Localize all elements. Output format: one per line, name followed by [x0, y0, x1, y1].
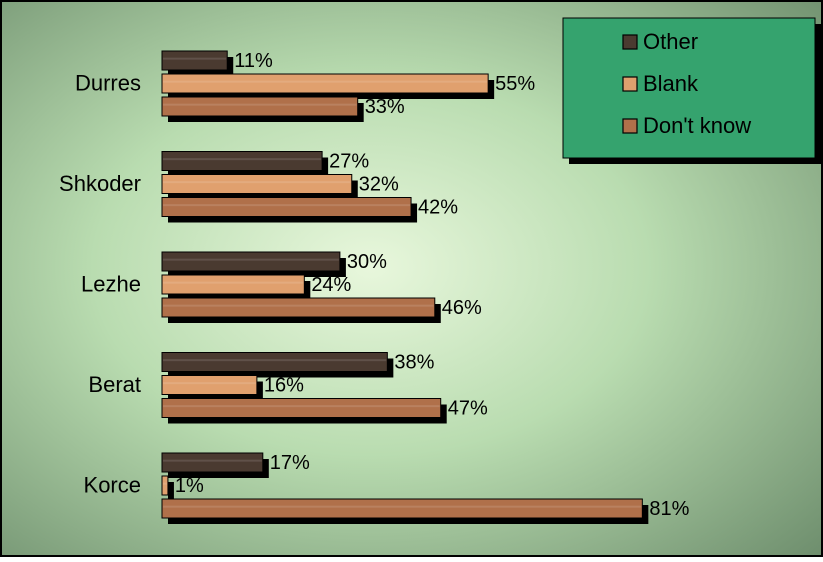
- bar-sheen-durres-other: [163, 57, 227, 60]
- category-label-korce: Korce: [84, 472, 141, 497]
- legend-swatch-don-t-know: [622, 118, 638, 134]
- bar-shkoder-don-t-know: [161, 197, 412, 217]
- data-label-durres-blank: 55%: [495, 73, 535, 95]
- bar-sheen-durres-don-t-know: [163, 103, 357, 106]
- bar-sheen-korce-blank: [163, 482, 167, 485]
- category-label-lezhe: Lezhe: [81, 271, 141, 296]
- bar-sheen-berat-don-t-know: [163, 405, 440, 408]
- data-label-shkoder-blank: 32%: [359, 173, 399, 195]
- legend-label-don-t-know: Don't know: [643, 113, 751, 138]
- bar-durres-blank: [161, 73, 489, 94]
- bar-shkoder-blank: [161, 174, 353, 194]
- bar-lezhe-other: [161, 251, 341, 272]
- data-label-berat-don-t-know: 47%: [448, 397, 488, 419]
- bar-lezhe-blank: [161, 274, 305, 295]
- bar-sheen-berat-other: [163, 359, 387, 362]
- bar-sheen-lezhe-blank: [163, 281, 304, 284]
- bar-berat-blank: [161, 375, 258, 395]
- data-label-durres-don-t-know: 33%: [365, 96, 405, 118]
- legend-box: [562, 17, 816, 159]
- bar-korce-don-t-know: [161, 498, 643, 519]
- data-label-korce-other: 17%: [270, 452, 310, 474]
- bars-layer: [161, 50, 649, 524]
- bar-korce-other: [161, 452, 264, 473]
- bar-shkoder-other: [161, 151, 323, 171]
- bar-korce-blank: [161, 475, 169, 496]
- bar-sheen-durres-blank: [163, 80, 488, 83]
- data-label-lezhe-other: 30%: [347, 251, 387, 273]
- bar-durres-other: [161, 50, 228, 71]
- legend-label-other: Other: [643, 29, 698, 54]
- data-label-shkoder-other: 27%: [329, 150, 369, 172]
- bar-sheen-berat-blank: [163, 382, 256, 385]
- bar-sheen-lezhe-other: [163, 258, 339, 261]
- bar-durres-don-t-know: [161, 96, 359, 117]
- bar-sheen-shkoder-other: [163, 158, 322, 161]
- data-label-korce-blank: 1%: [175, 475, 204, 497]
- legend-label-blank: Blank: [643, 71, 699, 96]
- bar-sheen-shkoder-don-t-know: [163, 204, 411, 207]
- category-label-durres: Durres: [75, 70, 141, 95]
- legend-swatch-other: [622, 34, 638, 50]
- data-label-korce-don-t-know: 81%: [649, 498, 689, 520]
- category-label-berat: Berat: [88, 372, 141, 397]
- data-label-durres-other: 11%: [234, 50, 273, 72]
- bar-berat-don-t-know: [161, 398, 442, 418]
- legend: Other Blank Don't know: [562, 17, 821, 164]
- bar-sheen-lezhe-don-t-know: [163, 304, 434, 307]
- data-label-lezhe-blank: 24%: [311, 274, 351, 296]
- data-label-berat-other: 38%: [394, 351, 434, 373]
- bar-sheen-shkoder-blank: [163, 181, 351, 184]
- bar-shadow-korce-blank: [168, 482, 174, 501]
- bar-lezhe-don-t-know: [161, 297, 436, 318]
- bar-sheen-korce-don-t-know: [163, 505, 642, 508]
- data-label-lezhe-don-t-know: 46%: [442, 297, 482, 319]
- labels-layer: Durres 11% 55% 33% Shkoder 27%32% 42% Lezhe 30%2…: [59, 50, 690, 520]
- category-label-shkoder: Shkoder: [59, 171, 141, 196]
- data-label-shkoder-don-t-know: 42%: [418, 196, 458, 218]
- legend-swatch-blank: [622, 76, 638, 92]
- data-label-berat-blank: 16%: [264, 374, 304, 396]
- bar-berat-other: [161, 352, 388, 372]
- bar-sheen-korce-other: [163, 459, 262, 462]
